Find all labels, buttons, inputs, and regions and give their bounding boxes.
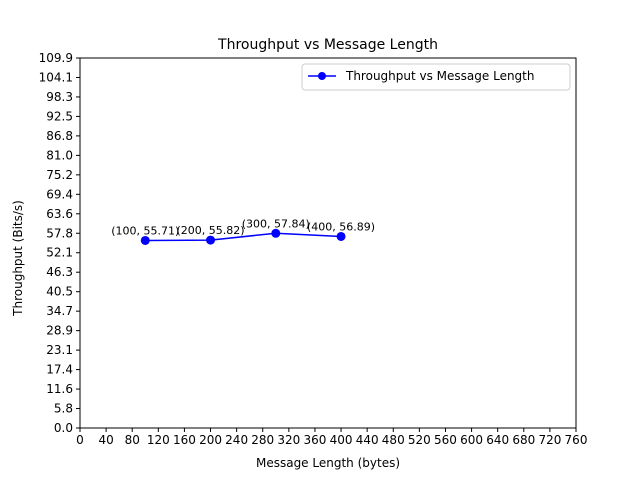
x-tick-label: 160 — [173, 433, 196, 447]
y-tick-label: 28.9 — [46, 324, 73, 338]
data-point — [271, 228, 281, 238]
legend: Throughput vs Message Length — [301, 63, 571, 91]
x-axis-label: Message Length (bytes) — [256, 456, 400, 470]
x-tick-label: 480 — [382, 433, 405, 447]
x-tick-label: 560 — [434, 433, 457, 447]
y-tick-label: 52.1 — [46, 246, 73, 260]
x-tick-label: 360 — [303, 433, 326, 447]
x-tick-label: 760 — [565, 433, 588, 447]
y-tick-label: 81.0 — [46, 148, 73, 162]
data-point — [336, 231, 346, 241]
x-tick-label: 40 — [98, 433, 113, 447]
y-tick-label: 57.8 — [46, 226, 73, 240]
x-tick-label: 280 — [251, 433, 274, 447]
y-tick-label: 11.6 — [46, 382, 73, 396]
y-tick-label: 23.1 — [46, 343, 73, 357]
x-tick-label: 0 — [76, 433, 84, 447]
y-tick-label: 17.4 — [46, 363, 73, 377]
y-tick-label: 104.1 — [39, 70, 73, 84]
y-tick-label: 75.2 — [46, 168, 73, 182]
series-line — [145, 232, 342, 242]
y-axis-label: Throughput (Bits/s) — [11, 200, 25, 317]
x-tick-label: 720 — [538, 433, 561, 447]
x-tick-label: 520 — [408, 433, 431, 447]
y-tick-label: 63.6 — [46, 207, 73, 221]
x-tick-label: 440 — [356, 433, 379, 447]
legend-label: Throughput vs Message Length — [345, 69, 534, 83]
y-tick-label: 69.4 — [46, 187, 73, 201]
legend-marker — [318, 72, 326, 80]
legend-box — [301, 63, 571, 91]
x-tick-label: 80 — [125, 433, 140, 447]
x-tick-label: 400 — [330, 433, 353, 447]
x-tick-label: 320 — [277, 433, 300, 447]
data-label: (200, 55.82) — [176, 224, 244, 237]
plot-frame — [79, 57, 577, 429]
data-label: (300, 57.84) — [242, 217, 310, 230]
data-label: (400, 56.89) — [307, 220, 375, 233]
plot-marks: (100, 55.71)(200, 55.82)(300, 57.84)(400… — [111, 217, 375, 245]
data-label: (100, 55.71) — [111, 224, 179, 237]
data-point — [140, 235, 150, 245]
x-tick-label: 240 — [225, 433, 248, 447]
y-tick-label: 5.8 — [54, 402, 73, 416]
x-tick-label: 640 — [486, 433, 509, 447]
y-tick-label: 98.3 — [46, 90, 73, 104]
x-tick-label: 600 — [460, 433, 483, 447]
y-tick-label: 40.5 — [46, 285, 73, 299]
axis-ticks: 0 40 80 120 160 200 240 280 320 360 400 440 480 520 56… — [39, 51, 588, 447]
y-tick-label: 0.0 — [54, 421, 73, 435]
x-tick-label: 120 — [147, 433, 170, 447]
y-tick-label: 92.5 — [46, 109, 73, 123]
y-tick-label: 34.7 — [46, 304, 73, 318]
y-tick-label: 86.8 — [46, 129, 73, 143]
data-point — [206, 235, 216, 245]
x-tick-label: 680 — [512, 433, 535, 447]
x-tick-label: 200 — [199, 433, 222, 447]
y-tick-label: 46.3 — [46, 265, 73, 279]
y-tick-label: 109.9 — [39, 51, 73, 65]
chart-title: Throughput vs Message Length — [217, 37, 438, 53]
